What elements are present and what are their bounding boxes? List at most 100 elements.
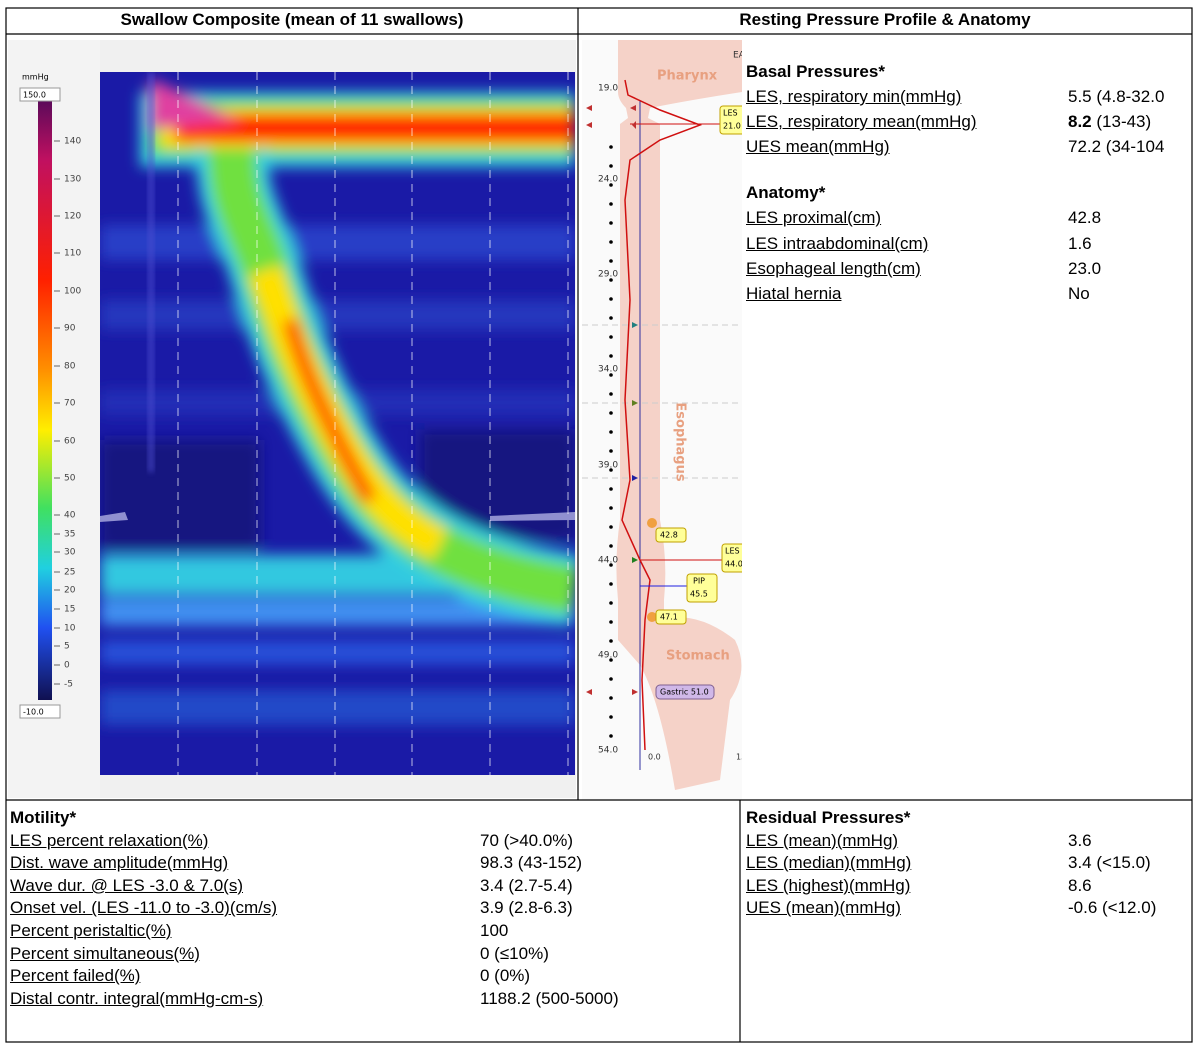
row-value: 3.4 (2.7-5.4) (480, 876, 573, 896)
sensor-dot (609, 525, 613, 529)
colorbar-tick-label: 110 (64, 249, 81, 259)
sensor-dot (609, 392, 613, 396)
sensor-dot (609, 620, 613, 624)
colorbar (38, 100, 52, 700)
row-label: Dist. wave amplitude(mmHg) (10, 853, 228, 873)
report-page: mmHg150.0-10.014013012011010090807060504… (0, 0, 1198, 1048)
point-label: 42.8 (660, 531, 678, 540)
sensor-dot (609, 506, 613, 510)
pip-label: PIP (693, 577, 705, 586)
row-label: LES (median)(mmHg) (746, 853, 911, 873)
row-label: Percent peristaltic(%) (10, 921, 172, 941)
row-value: 8.6 (1068, 876, 1092, 896)
sensor-dot (609, 487, 613, 491)
row-label: Esophageal length(cm) (746, 259, 921, 279)
profile-tag: EAN5 (733, 51, 757, 61)
row-label: Percent simultaneous(%) (10, 944, 200, 964)
colorbar-tick-label: -5 (64, 680, 73, 690)
row-label: Distal contr. integral(mmHg-cm-s) (10, 989, 263, 1009)
colorbar-tick-label: 30 (64, 548, 76, 558)
colorbar-tick-label: 15 (64, 605, 75, 615)
header-right: Resting Pressure Profile & Anatomy (578, 10, 1192, 30)
les-label: 21.0 (723, 122, 741, 131)
sensor-dot (609, 164, 613, 168)
colorbar-tick-label: 10 (64, 624, 76, 634)
motility-title: Motility* (10, 808, 76, 828)
colorbar-tick-label: 70 (64, 399, 76, 409)
sensor-dot (609, 677, 613, 681)
row-value-range: (13-43) (1096, 112, 1151, 131)
row-value: 23.0 (1068, 259, 1101, 279)
row-value: 3.6 (1068, 831, 1092, 851)
pip-label: 45.5 (690, 590, 708, 599)
les-label: LES (723, 109, 738, 118)
colorbar-tick-label: 80 (64, 362, 76, 372)
region-label: Pharynx (657, 69, 718, 84)
heatmap (100, 72, 575, 800)
header-left: Swallow Composite (mean of 11 swallows) (6, 10, 578, 30)
sensor-dot (609, 316, 613, 320)
colorbar-max: 150.0 (23, 91, 46, 100)
colorbar-tick-label: 120 (64, 212, 81, 222)
row-label: Onset vel. (LES -11.0 to -3.0)(cm/s) (10, 898, 277, 918)
gastric-label: Gastric 51.0 (660, 688, 709, 697)
anatomy-title: Anatomy* (746, 183, 825, 203)
sensor-dot (609, 582, 613, 586)
row-label: LES (mean)(mmHg) (746, 831, 898, 851)
colorbar-tick-label: 20 (64, 586, 76, 596)
sensor-dot (609, 715, 613, 719)
row-label: LES percent relaxation(%) (10, 831, 208, 851)
point-label: 47.1 (660, 613, 678, 622)
sensor-dot (609, 449, 613, 453)
depth-label: 44.0 (598, 556, 618, 566)
sensor-dot (609, 639, 613, 643)
colorbar-tick-label: 100 (64, 287, 81, 297)
profile: 19.024.029.034.039.044.049.054.0EAN5Phar… (582, 40, 757, 800)
sensor-dot (609, 240, 613, 244)
row-value: No (1068, 284, 1090, 304)
depth-label: 49.0 (598, 651, 618, 661)
row-value-bold: 8.2 (1068, 112, 1092, 131)
row-value: 0 (≤10%) (480, 944, 549, 964)
depth-label: 34.0 (598, 365, 618, 375)
row-label: Hiatal hernia (746, 284, 841, 304)
sensor-dot (609, 259, 613, 263)
colorbar-unit: mmHg (22, 73, 49, 82)
region-label: Esophagus (673, 402, 688, 481)
sensor-dot (609, 734, 613, 738)
row-value: 0 (0%) (480, 966, 530, 986)
depth-label: 54.0 (598, 746, 618, 756)
row-label: LES, respiratory mean(mmHg) (746, 112, 977, 132)
sensor-dot (609, 354, 613, 358)
residual-title: Residual Pressures* (746, 808, 910, 828)
sensor-dot (609, 335, 613, 339)
row-value: 1.6 (1068, 234, 1092, 254)
colorbar-tick-label: 50 (64, 474, 76, 484)
colorbar-tick-label: 0 (64, 661, 70, 671)
row-label: Percent failed(%) (10, 966, 140, 986)
row-label: LES, respiratory min(mmHg) (746, 87, 961, 107)
row-value: 5.5 (4.8-32.0 (1068, 87, 1164, 107)
colorbar-tick-label: 25 (64, 568, 75, 578)
sensor-dot (609, 297, 613, 301)
sensor-dot (609, 430, 613, 434)
row-value: 100 (480, 921, 508, 941)
basal-title: Basal Pressures* (746, 62, 885, 82)
region-label: Stomach (666, 649, 730, 664)
row-value: 70 (>40.0%) (480, 831, 573, 851)
row-value: -0.6 (<12.0) (1068, 898, 1156, 918)
sensor-dot (609, 601, 613, 605)
depth-label: 39.0 (598, 461, 618, 471)
row-label: LES intraabdominal(cm) (746, 234, 928, 254)
colorbar-tick-label: 5 (64, 642, 70, 652)
axis-label: 0.0 (648, 753, 661, 762)
depth-label: 24.0 (598, 175, 618, 185)
colorbar-min: -10.0 (23, 708, 44, 717)
sensor-dot (609, 544, 613, 548)
colorbar-tick-label: 90 (64, 324, 76, 334)
colorbar-tick-label: 140 (64, 137, 81, 147)
row-label: UES (mean)(mmHg) (746, 898, 901, 918)
colorbar-tick-label: 130 (64, 175, 81, 185)
axis-label: 150 (736, 753, 751, 762)
colorbar-tick-label: 60 (64, 437, 76, 447)
